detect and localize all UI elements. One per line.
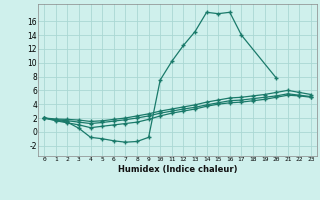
X-axis label: Humidex (Indice chaleur): Humidex (Indice chaleur) <box>118 165 237 174</box>
